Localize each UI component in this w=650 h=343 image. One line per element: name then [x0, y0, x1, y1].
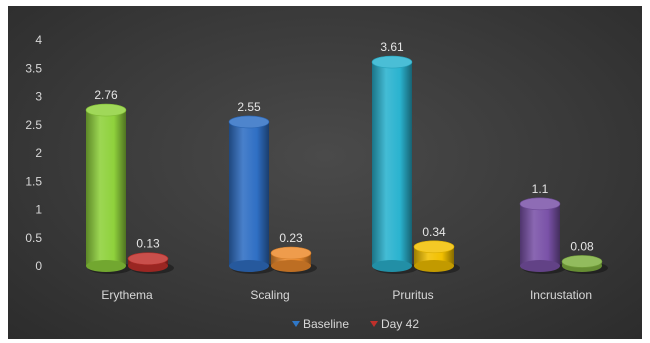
- data-label: 2.55: [237, 100, 261, 114]
- data-label: 2.76: [94, 88, 118, 102]
- x-category-label: Erythema: [101, 288, 153, 302]
- bar-baseline: [519, 197, 566, 274]
- bar-baseline: [371, 55, 418, 274]
- data-label: 0.13: [136, 237, 160, 251]
- legend: Baseline Day 42: [292, 317, 419, 331]
- data-label: 0.34: [422, 225, 446, 239]
- legend-item: Day 42: [370, 317, 419, 331]
- legend-label: Baseline: [303, 317, 349, 331]
- legend-swatch: [292, 321, 300, 327]
- bar-baseline: [85, 103, 132, 274]
- legend-item: Baseline: [292, 317, 349, 331]
- x-category-label: Pruritus: [392, 288, 433, 302]
- bar-baseline: [228, 115, 275, 274]
- x-category-label: Scaling: [250, 288, 289, 302]
- y-tick-label: 0.5: [25, 231, 42, 245]
- y-tick-label: 0: [35, 259, 42, 273]
- y-tick-label: 2: [35, 146, 42, 160]
- legend-swatch: [370, 321, 378, 327]
- data-label: 0.08: [570, 239, 594, 253]
- bar-day-42: [127, 252, 174, 274]
- data-label: 1.1: [532, 182, 549, 196]
- data-label: 3.61: [380, 40, 404, 54]
- y-tick-label: 3.5: [25, 61, 42, 75]
- y-tick-label: 3: [35, 90, 42, 104]
- bar-day-42: [270, 246, 317, 274]
- legend-label: Day 42: [381, 317, 419, 331]
- bar-day-42: [561, 255, 608, 274]
- data-label: 0.23: [279, 231, 303, 245]
- y-tick-label: 1: [35, 203, 42, 217]
- y-tick-label: 1.5: [25, 174, 42, 188]
- bar-day-42: [413, 240, 460, 274]
- y-tick-label: 2.5: [25, 118, 42, 132]
- y-tick-label: 4: [35, 33, 42, 47]
- x-category-label: Incrustation: [530, 288, 592, 302]
